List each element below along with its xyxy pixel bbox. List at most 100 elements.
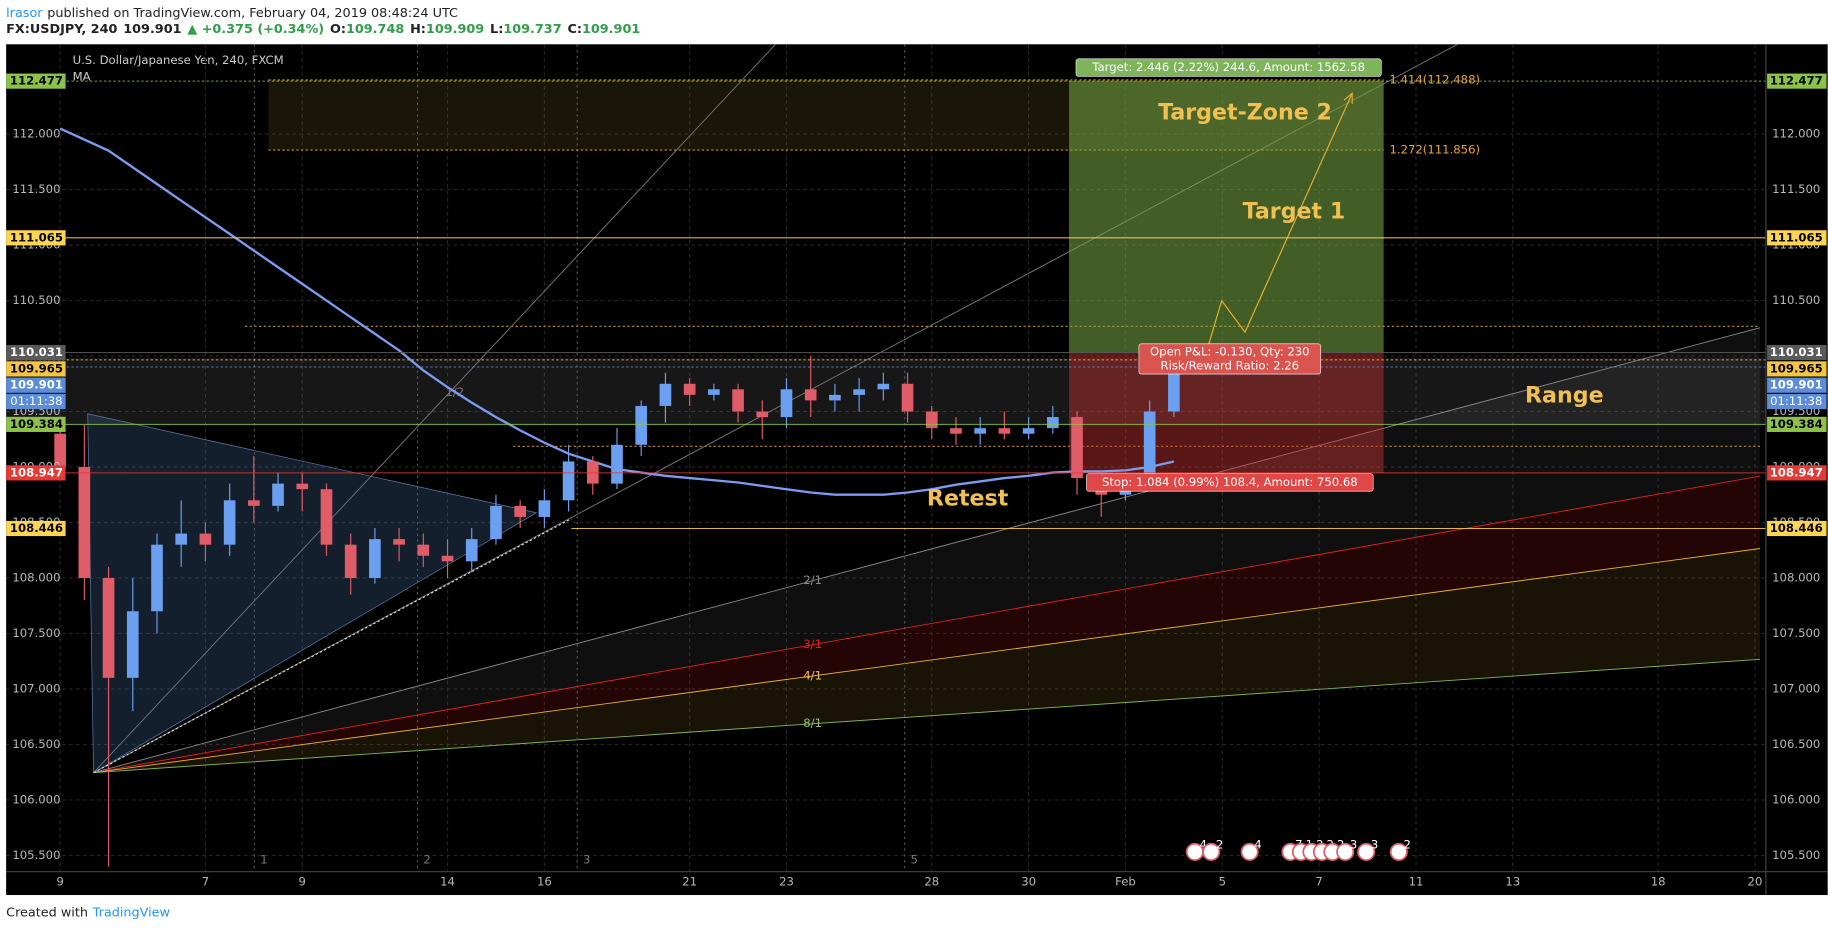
candle-body — [1046, 417, 1059, 429]
fan-line — [93, 44, 1459, 774]
x-tick-label: 16 — [537, 875, 552, 889]
price-tag — [6, 465, 66, 481]
price-tag — [6, 73, 66, 89]
price-tag — [1767, 465, 1827, 481]
chart-title: U.S. Dollar/Japanese Yen, 240, FXCM — [73, 53, 284, 67]
candle-body — [223, 500, 236, 545]
y-tick-label: 111.500 — [1772, 182, 1820, 196]
candle-body — [538, 500, 551, 517]
event-label: 2 — [1216, 837, 1223, 851]
label-box — [1086, 473, 1374, 492]
x-tick-label: 9 — [299, 875, 306, 889]
candle-body — [901, 383, 914, 412]
price-tag-label: 108.947 — [1770, 465, 1823, 479]
x-tick-label: 18 — [1651, 875, 1666, 889]
candle-body — [272, 483, 284, 506]
y-tick-label-left: 107.000 — [12, 681, 60, 695]
candle-body — [465, 539, 478, 562]
legend-entry: MA — [73, 69, 91, 83]
price-tag — [6, 230, 66, 246]
candle-body — [102, 577, 115, 678]
countdown: 01:11:38 — [1770, 394, 1822, 408]
price-tag-label: 109.901 — [10, 378, 63, 392]
ohlc-value: 109.748 — [346, 22, 404, 37]
price-tag-label: 111.065 — [1770, 230, 1823, 244]
symbol-line: FX:USDJPY, 240 109.901 ▲ +0.375 (+0.34%) O:… — [6, 22, 640, 37]
price-tag — [6, 520, 66, 537]
ohlc-label: H: — [410, 22, 426, 37]
price-tag-label: 108.947 — [10, 465, 63, 479]
fan-line — [93, 327, 1761, 774]
projection-arrow — [1208, 92, 1353, 344]
y-tick-label-left: 111.500 — [12, 182, 60, 196]
fan-line — [93, 658, 1761, 774]
annotation: Target-Zone 2 — [1158, 100, 1332, 126]
brand[interactable]: TradingView — [92, 905, 170, 920]
candle-body — [490, 505, 502, 540]
y-tick-label: 110.500 — [1772, 293, 1820, 307]
candle-body — [998, 428, 1011, 434]
candle-body — [611, 444, 623, 484]
candle-body — [417, 544, 430, 556]
candle-body — [296, 483, 309, 490]
price-tag — [1767, 230, 1827, 246]
label-box — [1075, 58, 1382, 77]
y-tick-label-left: 108.000 — [12, 570, 60, 584]
range-band — [6, 357, 1766, 426]
candle-body — [829, 394, 841, 401]
created-with: Created with — [6, 905, 88, 920]
x-tick-label: 14 — [440, 875, 455, 889]
change: ▲ +0.375 (+0.34%) — [187, 22, 324, 37]
x-tick-label: 20 — [1748, 875, 1763, 889]
candle-body — [1168, 367, 1180, 412]
price-tag-label: 110.031 — [1770, 345, 1823, 359]
x-tick-label: 11 — [1409, 875, 1424, 889]
y-tick-label-left: 106.500 — [12, 737, 60, 751]
time-mark: 2 — [423, 853, 430, 867]
header-line: lrasor published on TradingView.com, Febr… — [6, 5, 458, 20]
event-badge — [1336, 842, 1355, 861]
price-tag-label: 109.384 — [10, 417, 63, 431]
price-tag — [6, 345, 66, 361]
annotation: Retest — [927, 485, 1009, 511]
fib-label: 1.272(111.856) — [1389, 143, 1480, 157]
price-tag — [1767, 361, 1827, 377]
price-tag-label: 108.446 — [10, 521, 63, 535]
candle-body — [441, 555, 454, 562]
candle-body — [659, 383, 672, 406]
price-tag-label: 112.477 — [10, 74, 63, 88]
triangle-pattern — [87, 413, 538, 774]
trend-line — [93, 518, 572, 774]
candle-body — [780, 389, 793, 418]
event-badge — [1357, 842, 1376, 861]
candle-body — [1143, 411, 1156, 484]
time-mark: 1 — [260, 853, 267, 867]
y-tick-label: 106.000 — [1772, 792, 1820, 806]
pnl-label: Open P&L: -0.130, Qty: 230 — [1150, 344, 1310, 358]
price-tag — [1767, 345, 1827, 361]
candle-body — [175, 533, 188, 545]
countdown-tag — [6, 393, 66, 410]
y-tick-label: 105.500 — [1772, 848, 1820, 862]
fan-label: 8/1 — [803, 716, 822, 730]
x-tick-label: 5 — [1219, 875, 1226, 889]
candle-body — [126, 611, 139, 678]
event-badge — [1240, 842, 1259, 861]
price-tag — [1767, 520, 1827, 537]
candle-body — [853, 389, 865, 395]
publisher[interactable]: lrasor — [6, 5, 43, 20]
candle-body — [54, 433, 66, 467]
rr-label: Risk/Reward Ratio: 2.26 — [1161, 358, 1300, 372]
event-label: 4 — [1254, 837, 1261, 851]
price-tag-label: 108.446 — [1770, 521, 1823, 535]
chart-background — [6, 44, 1828, 896]
candle-body — [1071, 417, 1083, 479]
price-tag-label: 109.965 — [10, 361, 63, 375]
stop-label: Stop: 1.084 (0.99%) 108.4, Amount: 750.6… — [1102, 475, 1358, 489]
candle-body — [78, 466, 91, 578]
candle-body — [950, 428, 962, 434]
y-tick-label-left: 105.500 — [12, 848, 60, 862]
price-tag-label: 112.477 — [1770, 74, 1823, 88]
candle-body — [1022, 428, 1035, 434]
